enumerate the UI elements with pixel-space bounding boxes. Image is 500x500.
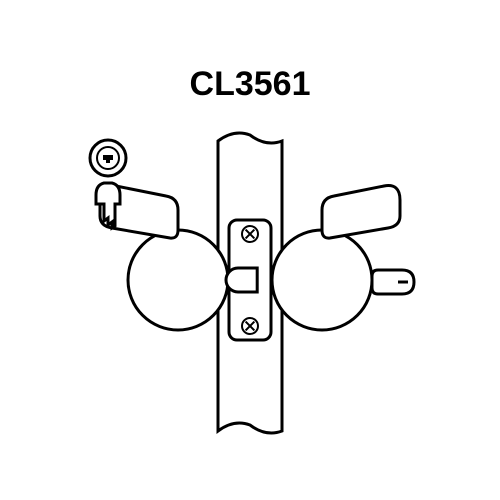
lever-right xyxy=(322,186,400,239)
lock-diagram: CL3561 xyxy=(0,0,500,500)
rose-right xyxy=(272,230,372,330)
rose-left xyxy=(128,230,228,330)
model-number-label: CL3561 xyxy=(190,65,311,103)
latch-bolt xyxy=(226,268,257,292)
